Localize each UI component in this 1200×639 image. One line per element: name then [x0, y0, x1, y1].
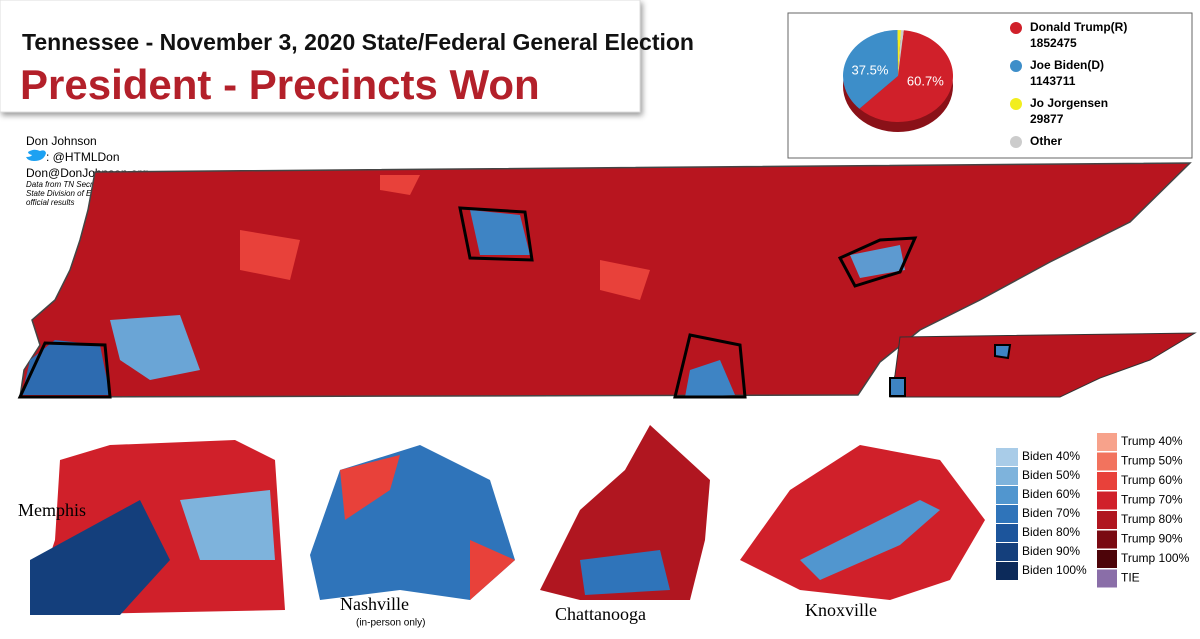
key-label: Trump 40% [1121, 434, 1183, 448]
pie-slice [843, 30, 898, 109]
knoxville-blue [800, 500, 940, 580]
knoxville-area [850, 245, 905, 278]
twitter: : @HTMLDon [46, 150, 120, 164]
key-label: Trump 70% [1121, 493, 1183, 507]
pie-slice [859, 30, 953, 122]
memphis-area [22, 340, 110, 395]
county-blue [889, 344, 1012, 397]
metro-outlines [17, 206, 918, 399]
key-swatch [996, 467, 1018, 485]
key-label: Trump 60% [1121, 473, 1183, 487]
legend-dot [1010, 136, 1022, 148]
key-label: TIE [1121, 571, 1140, 585]
legend-votes: 29877 [1030, 112, 1064, 126]
key-label: Trump 80% [1121, 512, 1183, 526]
key-label: Biden 100% [1022, 563, 1087, 577]
nashville-note: (in-person only) [356, 618, 425, 629]
light-red-areas [240, 175, 650, 300]
knoxville-inset [740, 445, 985, 600]
key-swatch [1097, 511, 1117, 529]
header-box [0, 0, 641, 113]
key-label: Biden 40% [1022, 449, 1080, 463]
knoxville-label: Knoxville [805, 600, 877, 620]
memphis-light [180, 490, 275, 560]
source: Data from TN Secretary of State Division… [26, 180, 120, 207]
color-key: Biden 40% Biden 50% Biden 60% Biden 70% Bide… [996, 433, 1190, 588]
pie-slice [897, 29, 901, 76]
key-swatch [1097, 530, 1117, 549]
legend-votes: 1143711 [1030, 74, 1076, 88]
chattanooga-blue [580, 550, 670, 595]
twitter-icon [26, 149, 46, 161]
key-swatch [1097, 491, 1117, 510]
legend-name: Joe Biden(D) [1030, 58, 1104, 72]
legend-name: Other [1030, 134, 1062, 148]
pie-legend: Donald Trump(R) 1852475 Joe Biden(D) 114371… [1010, 20, 1127, 148]
key-label: Biden 50% [1022, 468, 1080, 482]
legend-dot [1010, 60, 1022, 72]
chattanooga-label: Chattanooga [555, 604, 646, 624]
key-label: Biden 70% [1022, 506, 1080, 520]
key-swatch [996, 562, 1018, 580]
legend-dot [1010, 22, 1022, 34]
nashville-area [470, 210, 530, 255]
county-map [889, 332, 1197, 398]
chattanooga-inset [540, 425, 710, 600]
key-swatch [996, 543, 1018, 561]
key-label: Trump 50% [1121, 454, 1183, 468]
memphis-blue [30, 500, 170, 615]
memphis-label: Memphis [18, 500, 86, 520]
blue-west [110, 315, 200, 380]
key-swatch [996, 486, 1018, 504]
pie-label: 37.5% [852, 62, 889, 77]
source-box: Data from TN Secretary of State Division… [26, 180, 120, 207]
key-swatch [1097, 433, 1117, 451]
chattanooga-area [685, 360, 735, 397]
key-swatch [1097, 472, 1117, 490]
key-label: Biden 80% [1022, 525, 1080, 539]
nashville-label: Nashville [340, 594, 409, 614]
title: Tennessee - November 3, 2020 State/Feder… [22, 29, 694, 55]
key-label: Biden 60% [1022, 487, 1080, 501]
key-swatch [1097, 550, 1117, 568]
subtitle: President - Precincts Won [20, 61, 540, 108]
pie-label: 60.7% [907, 73, 944, 88]
key-swatch [1097, 452, 1117, 471]
key-swatch [996, 505, 1018, 523]
key-label: Trump 100% [1121, 551, 1190, 565]
key-swatch [996, 524, 1018, 542]
author: Don Johnson [26, 134, 97, 148]
pie-slice [898, 30, 904, 76]
key-label: Biden 90% [1022, 544, 1080, 558]
pie-chart: 60.7% 37.5% [843, 29, 953, 132]
legend-name: Jo Jorgensen [1030, 96, 1108, 110]
key-swatch [996, 448, 1018, 466]
nashville-red [340, 455, 515, 600]
legend-dot [1010, 98, 1022, 110]
key-swatch [1097, 569, 1117, 588]
state-map [17, 162, 1197, 399]
legend-votes: 1852475 [1030, 36, 1077, 50]
legend-name: Donald Trump(R) [1030, 20, 1127, 34]
key-label: Trump 90% [1121, 532, 1183, 546]
